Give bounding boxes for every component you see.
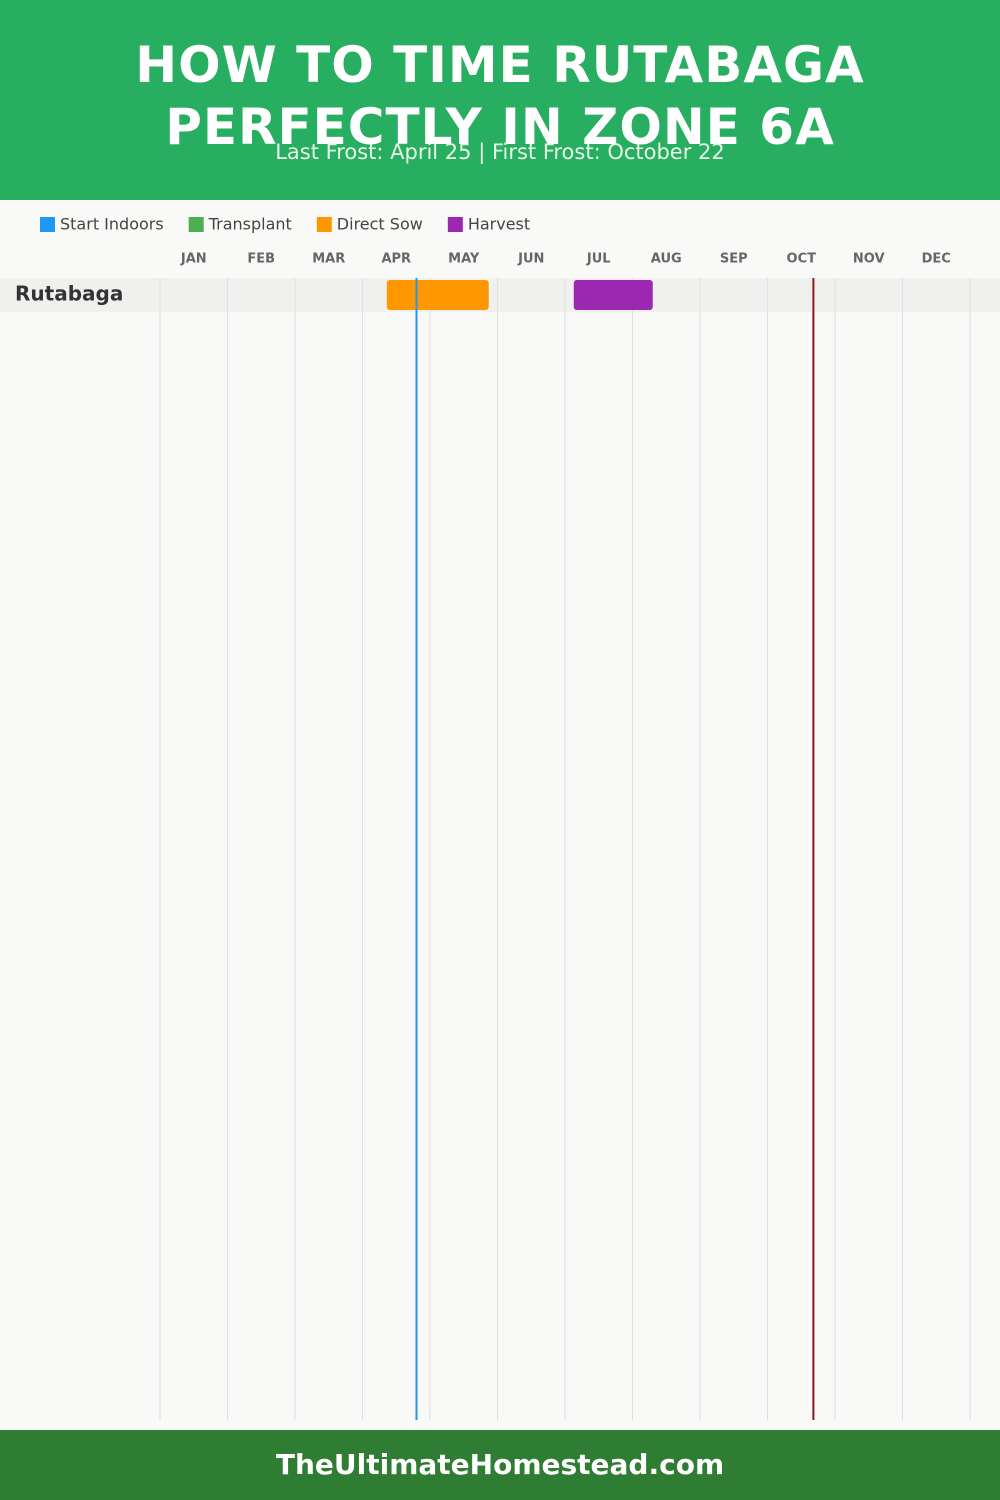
- legend-swatch: [40, 217, 55, 232]
- legend-swatch: [188, 217, 204, 232]
- row-label: Rutabaga: [15, 282, 123, 306]
- row-band: [0, 278, 1000, 312]
- x-tick-label: SEP: [720, 252, 748, 267]
- x-tick-label: FEB: [247, 252, 275, 267]
- x-tick-label: OCT: [787, 252, 817, 267]
- range-bar: [573, 280, 653, 310]
- legend-label: Transplant: [208, 215, 292, 234]
- legend-label: Direct Sow: [337, 215, 423, 234]
- chart-subtitle: Last Frost: April 25 | First Frost: Octo…: [275, 140, 725, 164]
- legend-swatch: [447, 217, 463, 232]
- x-tick-label: NOV: [853, 252, 885, 267]
- range-bar: [386, 280, 489, 310]
- header: HOW TO TIME RUTABAGA PERFECTLY IN ZONE 6…: [0, 0, 1000, 200]
- x-tick-label: APR: [381, 252, 411, 267]
- x-tick-label: MAR: [312, 252, 345, 267]
- legend-swatch: [316, 217, 332, 232]
- footer: TheUltimateHomestead.com: [0, 1430, 1000, 1500]
- x-tick-label: MAY: [448, 252, 480, 267]
- chart-title: HOW TO TIME RUTABAGA PERFECTLY IN ZONE 6…: [135, 36, 865, 156]
- legend-label: Harvest: [468, 215, 530, 234]
- chart: Start Indoors Transplant Direct Sow Harvest…: [0, 215, 1000, 1420]
- legend-label: Start Indoors: [60, 215, 164, 234]
- x-tick-label: DEC: [922, 252, 951, 267]
- x-tick-label: JAN: [180, 252, 207, 267]
- x-tick-label: JUL: [586, 252, 611, 267]
- x-tick-label: JUN: [517, 252, 544, 267]
- x-tick-label: AUG: [651, 252, 682, 267]
